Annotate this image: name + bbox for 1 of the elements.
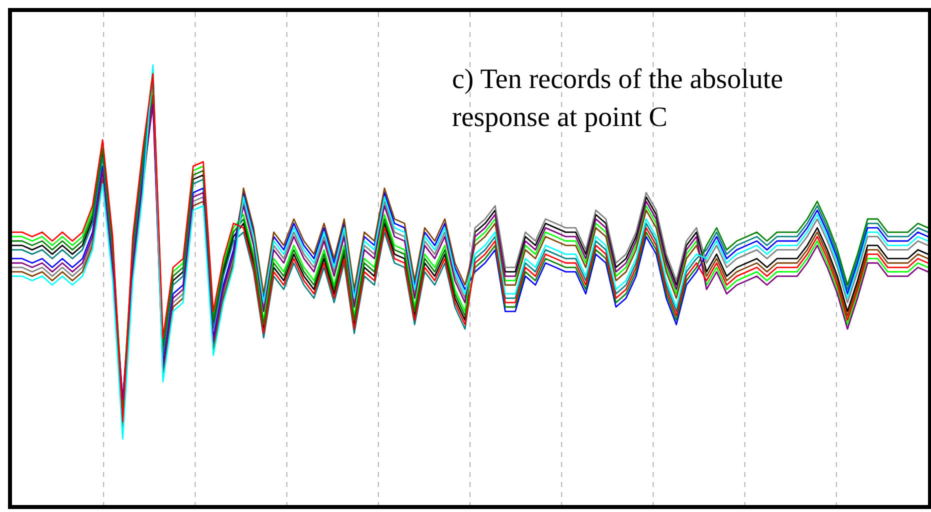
text: c) Ten records of the absolute response at point C — [452, 64, 784, 133]
